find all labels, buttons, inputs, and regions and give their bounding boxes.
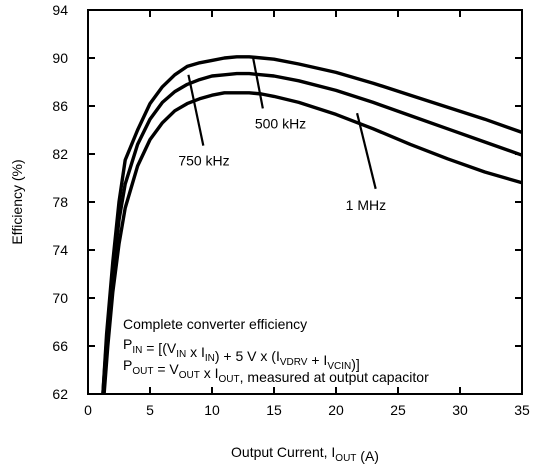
x-tick-label: 10	[204, 402, 220, 418]
series-label: 750 kHz	[178, 153, 229, 169]
y-tick-label: 82	[52, 146, 68, 162]
y-tick-label: 62	[52, 386, 68, 402]
x-tick-label: 0	[84, 402, 92, 418]
series-label: 1 MHz	[346, 197, 386, 213]
x-tick-label: 30	[452, 402, 468, 418]
series-line-1	[101, 71, 523, 395]
series-lines	[101, 55, 523, 395]
x-tick-label: 35	[514, 402, 530, 418]
series-line-2	[102, 91, 523, 395]
series-line-0	[101, 55, 523, 395]
x-tick-label: 25	[390, 402, 406, 418]
series-label-leader	[187, 74, 205, 146]
annotation-line-3: POUT = VOUT x IOUT, measured at output c…	[123, 357, 429, 385]
x-tick-label: 5	[146, 402, 154, 418]
series-label: 500 kHz	[255, 115, 306, 131]
y-tick-label: 94	[52, 2, 68, 18]
y-tick-label: 74	[52, 242, 68, 258]
y-tick-label: 78	[52, 194, 68, 210]
axis-ticks	[87, 9, 523, 395]
annotation-line-1: Complete converter efficiency	[123, 316, 307, 332]
x-axis-title: Output Current, IOUT (A)	[231, 444, 379, 464]
plot-frame	[87, 9, 523, 395]
y-tick-label: 86	[52, 98, 68, 114]
y-axis-title: Efficiency (%)	[9, 159, 25, 244]
series-label-leader	[251, 56, 264, 109]
annotation-line-2: PIN = [(VIN x IIN) + 5 V x (IVDRV + IVCI…	[123, 336, 360, 372]
y-tick-label: 66	[52, 338, 68, 354]
x-tick-label: 15	[266, 402, 282, 418]
tick-labels: 0 5 10 15 20 25 30 35 62 66 70 74 78 82 86 90 94	[52, 2, 530, 418]
y-tick-label: 70	[52, 290, 68, 306]
series-label-leader	[356, 112, 377, 190]
y-tick-label: 90	[52, 50, 68, 66]
series-label-leaders	[187, 56, 377, 190]
series-labels: 500 kHz 750 kHz 1 MHz	[178, 115, 386, 212]
x-tick-label: 20	[328, 402, 344, 418]
